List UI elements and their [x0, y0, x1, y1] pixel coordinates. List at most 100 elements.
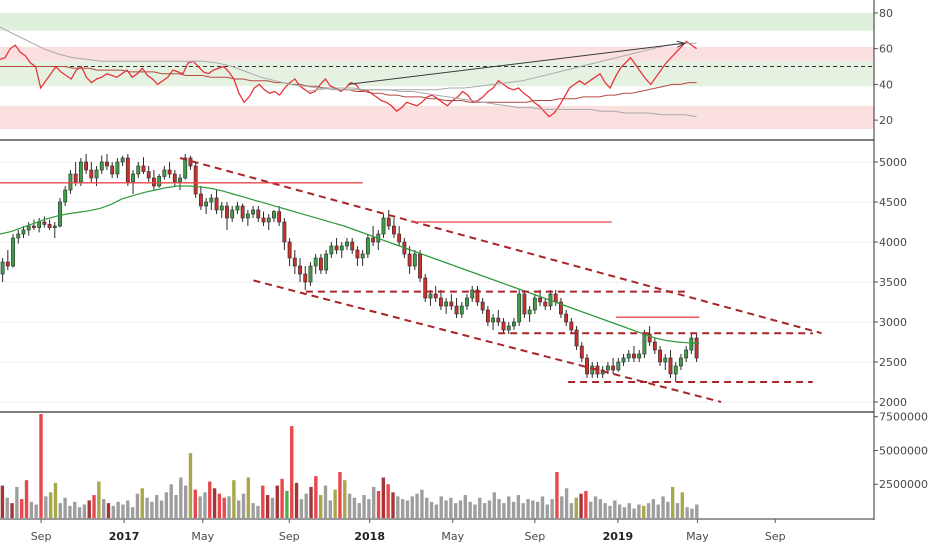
volume-bar-5 [24, 480, 29, 518]
volume-bar-111 [535, 501, 540, 518]
rsi-ytick-label-2: 40 [879, 78, 893, 91]
candle-body-40 [209, 197, 214, 203]
candle-body-119 [621, 357, 626, 363]
volume-bar-76 [367, 499, 371, 518]
volume-bar-29 [140, 488, 144, 518]
candle-body-8 [42, 221, 47, 225]
volume-bar-78 [376, 490, 381, 518]
rsi-arrow-head [676, 40, 686, 48]
rsi-series-0 [0, 40, 697, 118]
candle-body-87 [454, 305, 459, 315]
price-ytick-label-4: 3000 [879, 316, 907, 329]
volume-bar-52 [251, 503, 255, 518]
volume-bar-57 [275, 485, 279, 518]
volume-bar-38 [183, 485, 188, 518]
candle-body-43 [225, 205, 229, 219]
volume-bar-144 [695, 504, 699, 518]
volume-bar-33 [159, 500, 164, 518]
volume-bar-131 [632, 508, 636, 518]
volume-bar-63 [304, 493, 308, 518]
rsi-band-1 [0, 46, 874, 62]
volume-bar-85 [410, 496, 414, 518]
volume-bar-72 [347, 493, 352, 518]
price-ytick-label-0: 5000 [879, 156, 907, 169]
x-tick-label-3: Sep [279, 530, 300, 543]
candle-body-45 [235, 205, 240, 211]
volume-bar-20 [97, 481, 101, 518]
volume-bar-48 [232, 480, 236, 518]
rsi-arrow-line [347, 42, 685, 85]
candle-body-21 [110, 165, 115, 175]
candle-body-54 [282, 221, 287, 243]
x-tick-label-0: Sep [31, 530, 52, 543]
candle-body-110 [574, 329, 579, 347]
volume-bar-26 [126, 500, 130, 518]
candle-body-27 [141, 165, 146, 172]
volume-bar-117 [564, 488, 569, 518]
x-tick-label-4: 2018 [354, 530, 385, 543]
volume-bar-15 [73, 501, 77, 518]
volume-bar-132 [637, 504, 641, 518]
volume-bar-116 [560, 496, 564, 518]
candle-body-55 [287, 241, 292, 259]
candle-body-4 [21, 229, 26, 235]
candle-body-93 [485, 309, 490, 323]
volume-bar-22 [106, 503, 111, 518]
candle-body-49 [256, 209, 261, 219]
volume-bar-123 [593, 496, 598, 518]
candle-body-50 [261, 217, 266, 223]
candle-body-126 [658, 349, 662, 363]
price-ytick-label-6: 2000 [879, 396, 907, 409]
volume-bar-96 [463, 495, 468, 518]
volume-bar-31 [150, 501, 154, 518]
volume-bar-53 [256, 505, 260, 518]
volume-bar-35 [169, 484, 173, 518]
candle-body-127 [663, 357, 668, 363]
volume-bar-45 [217, 493, 222, 518]
volume-bar-71 [343, 480, 347, 518]
volume-bar-28 [135, 493, 140, 518]
volume-bar-125 [603, 503, 607, 518]
candle-body-109 [569, 321, 574, 331]
candle-body-63 [329, 245, 334, 255]
candle-body-79 [412, 253, 417, 267]
volume-bar-91 [439, 496, 443, 518]
candle-body-23 [120, 157, 125, 163]
rsi-ytick-label-3: 20 [879, 114, 893, 127]
candle-body-94 [491, 317, 496, 323]
volume-bar-90 [434, 504, 439, 518]
volume-bar-126 [608, 505, 612, 518]
volume-bar-42 [203, 492, 207, 518]
volume-bar-21 [101, 499, 106, 518]
candle-body-99 [517, 293, 522, 323]
x-tick-label-8: May [686, 530, 709, 543]
volume-ytick-label-0: 7500000 [879, 411, 928, 424]
volume-bar-50 [241, 493, 246, 518]
candle-body-101 [527, 309, 532, 315]
volume-bar-60 [290, 426, 294, 518]
volume-bar-73 [352, 497, 357, 518]
candle-body-24 [125, 157, 130, 183]
candle-body-89 [465, 297, 469, 307]
volume-bar-104 [502, 503, 506, 518]
volume-bar-6 [29, 501, 34, 518]
volume-bar-44 [212, 488, 217, 518]
price-sma-line [0, 185, 700, 345]
volume-bar-70 [338, 472, 342, 518]
candle-body-52 [272, 211, 276, 219]
candle-body-75 [392, 225, 396, 235]
volume-bar-56 [270, 497, 275, 518]
price-ytick-label-1: 4500 [879, 196, 907, 209]
volume-bar-11 [53, 482, 58, 518]
candle-body-68 [355, 249, 360, 259]
volume-bar-142 [685, 507, 689, 518]
rsi-band-3 [0, 105, 874, 130]
candle-body-104 [543, 301, 548, 307]
x-tick-label-7: 2019 [603, 530, 634, 543]
candle-body-29 [152, 177, 156, 187]
volume-bar-65 [314, 476, 318, 518]
candle-body-44 [230, 209, 235, 219]
volume-bar-118 [569, 503, 574, 518]
candle-body-53 [277, 211, 282, 223]
candle-body-18 [94, 169, 99, 179]
